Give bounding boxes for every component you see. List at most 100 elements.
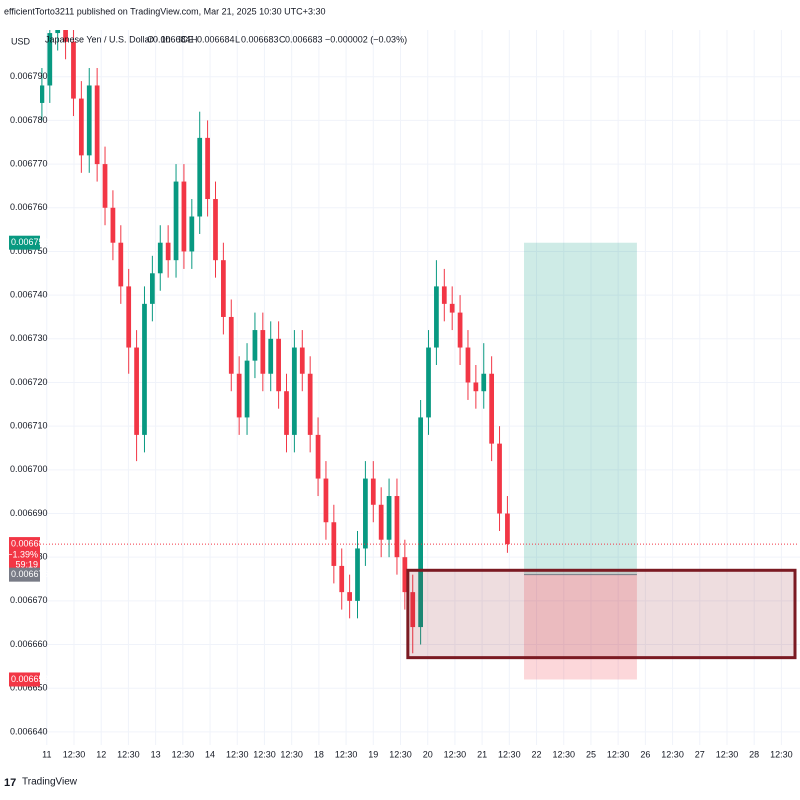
x-tick-label: 12:30 [770, 749, 793, 759]
candle-body [173, 181, 179, 261]
y-tick-label: 0.006740 [10, 289, 48, 299]
candle-body [197, 137, 203, 217]
y-tick-label: 0.006770 [10, 158, 48, 168]
candle-body [213, 199, 218, 261]
x-tick-label: 22 [532, 749, 542, 759]
candle-body [323, 478, 329, 523]
last-price-countdown: 59:19 [15, 559, 38, 569]
x-tick-label: 12:30 [444, 749, 467, 759]
ohlc-key: H [191, 34, 198, 44]
y-tick-label: 0.006730 [10, 333, 48, 343]
candle-body [236, 373, 242, 418]
candle-body [149, 273, 155, 304]
candle-body [165, 242, 171, 261]
y-tick-label: 0.006780 [10, 115, 48, 125]
candle-body [441, 286, 447, 304]
y-tick-label: 0.006670 [10, 595, 48, 605]
x-tick-label: 21 [477, 749, 487, 759]
ohlc-value: 0.006683 [285, 34, 323, 44]
zone [406, 568, 797, 660]
candle-body [86, 85, 92, 156]
candle-body [78, 98, 84, 156]
y-tick-label: 0.006760 [10, 202, 48, 212]
candle-body [228, 316, 234, 374]
ohlc-value: 0.006684 [153, 34, 191, 44]
x-tick-label: 12:30 [172, 749, 195, 759]
y-tick-label: 0.006650 [10, 683, 48, 693]
ohlc-value: 0.006684 [197, 34, 235, 44]
candle-body [394, 496, 400, 558]
x-tick-label: 12:30 [389, 749, 412, 759]
ohlc-key: C [279, 34, 286, 44]
candle-body [339, 565, 345, 593]
candle-body [481, 373, 487, 392]
candle-body [363, 478, 368, 549]
candle-body [102, 164, 108, 208]
ohlc-key: O [147, 34, 154, 44]
x-tick-label: 18 [314, 749, 324, 759]
candle-body [402, 557, 408, 593]
candle-body [489, 373, 495, 444]
candle-body [268, 338, 274, 374]
x-tick-label: 11 [42, 749, 51, 759]
last-price-change: −1.39% [7, 549, 38, 559]
price-badge [9, 672, 40, 687]
candle-body [386, 496, 392, 540]
x-tick-label: 26 [640, 749, 650, 759]
candle-body [47, 33, 53, 86]
price-badge-label: 0.006676 [11, 569, 49, 579]
candle-body [126, 286, 132, 348]
candle-body [505, 513, 510, 545]
last-price-badge [9, 537, 40, 573]
ohlc-value: 0.006683 [241, 34, 279, 44]
x-tick-label: 27 [695, 749, 705, 759]
candle-body [94, 85, 100, 165]
x-tick-label: 12:30 [498, 749, 521, 759]
candle-body [63, 30, 68, 42]
x-tick-label: 12:30 [716, 749, 739, 759]
x-tick-label: 28 [749, 749, 759, 759]
candle-body [157, 242, 163, 274]
candle-body [418, 417, 423, 628]
candle-body [457, 312, 463, 348]
candle-body [118, 242, 124, 287]
candle-body [205, 137, 210, 200]
candle-body [307, 373, 313, 435]
y-tick-label: 0.006700 [10, 464, 48, 474]
candle-body [434, 286, 439, 348]
candle-body [71, 41, 76, 99]
candle-body [473, 382, 479, 392]
candle-body [55, 30, 61, 34]
candle-body [465, 347, 471, 383]
chart-title: Japanese Yen / U.S. Dollar · 1h · ICE [45, 34, 194, 44]
candle-body [331, 522, 337, 566]
candle-body [410, 592, 416, 628]
x-tick-label: 12 [96, 749, 106, 759]
candle-body [355, 548, 360, 601]
candle-body [110, 207, 116, 243]
x-tick-label: 12:30 [661, 749, 684, 759]
ohlc-key: L [235, 34, 240, 44]
x-tick-label: 20 [423, 749, 433, 759]
stop-area [524, 574, 637, 680]
y-tick-label: 0.006690 [10, 508, 48, 518]
candle-body [244, 360, 250, 418]
candle-body [181, 181, 187, 252]
candle-body [347, 592, 352, 601]
candle-body [260, 330, 266, 374]
candle-body [299, 347, 305, 374]
y-tick-label: 0.006660 [10, 639, 48, 649]
candle-body [378, 504, 384, 540]
candle-body [189, 216, 195, 252]
x-tick-label: 12:30 [226, 749, 249, 759]
logo: 17 [4, 777, 16, 789]
candle-body [497, 443, 502, 514]
candle-body [292, 347, 297, 435]
candle-body [370, 478, 376, 505]
price-badge-label: 0.006752 [11, 237, 49, 247]
price-badge [9, 567, 40, 582]
candle-body [252, 330, 258, 361]
x-tick-label: 14 [205, 749, 215, 759]
candle-body [142, 303, 147, 435]
